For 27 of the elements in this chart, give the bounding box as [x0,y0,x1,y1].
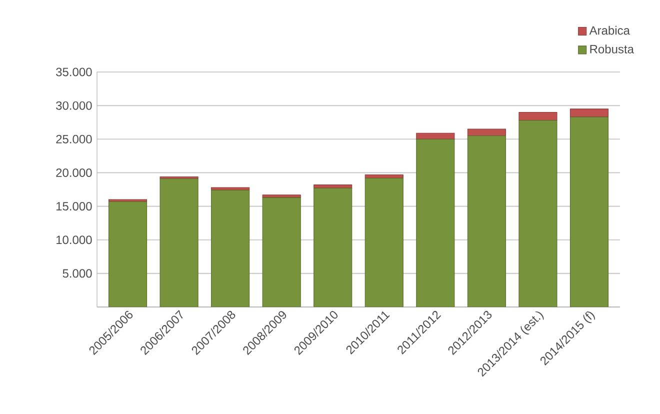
y-tick-label: 15.000 [56,202,92,211]
legend-label: Robusta [590,44,634,54]
bar [314,184,352,188]
y-tick-label: 35.000 [56,68,92,76]
bar [467,136,506,307]
y-tick-label: 25.000 [56,134,92,144]
y-tick-label: 5.000 [62,269,92,278]
bar [518,112,558,121]
bar [570,108,609,118]
bar [364,174,404,178]
y-tick-label: 20.000 [56,168,92,177]
bar [364,178,404,307]
bar [211,187,250,190]
y-tick-label: 10.000 [56,236,92,244]
bar [314,188,352,307]
y-tick-label: 30.000 [56,101,92,110]
bar [416,138,455,307]
bar [211,190,250,307]
bar [108,199,148,202]
bar [467,128,506,136]
bar [108,201,148,307]
bar [416,132,455,140]
legend-label: Arabica [589,26,630,35]
bar [262,197,301,307]
bar [160,178,198,307]
bar [570,116,609,307]
bar [518,120,558,307]
